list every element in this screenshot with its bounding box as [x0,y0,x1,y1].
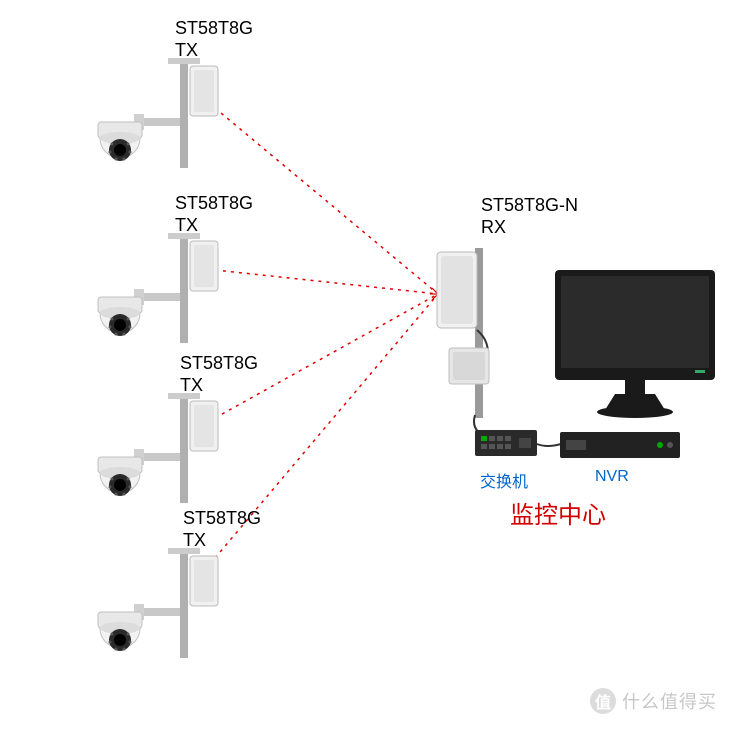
switch-label: 交换机 [480,468,528,492]
switch-device [475,430,537,456]
watermark: 值 什么值得买 [590,688,717,714]
rx-label: ST58T8G-N RX [481,195,578,238]
diagram-canvas [0,0,750,729]
tx-device-3 [98,393,218,503]
tx-label-2: ST58T8G TX [175,193,253,236]
watermark-text: 什么值得买 [622,688,717,714]
nvr-device [560,432,680,458]
rx-device [437,248,489,418]
center-label: 监控中心 [510,495,606,530]
cable-rx-switch [474,415,483,435]
rx-focal-icon [430,286,446,302]
tx-device-1 [98,58,218,168]
nvr-label: NVR [595,468,629,486]
watermark-badge-icon: 值 [590,688,616,714]
tx-label-3: ST58T8G TX [180,353,258,396]
tx-device-4 [98,548,218,658]
cable-switch-nvr [537,444,561,446]
monitor-device [555,270,715,418]
tx-device-2 [98,233,218,343]
tx-label-1: ST58T8G TX [175,18,253,61]
tx-label-4: ST58T8G TX [183,508,261,551]
signal-lines [215,108,438,558]
